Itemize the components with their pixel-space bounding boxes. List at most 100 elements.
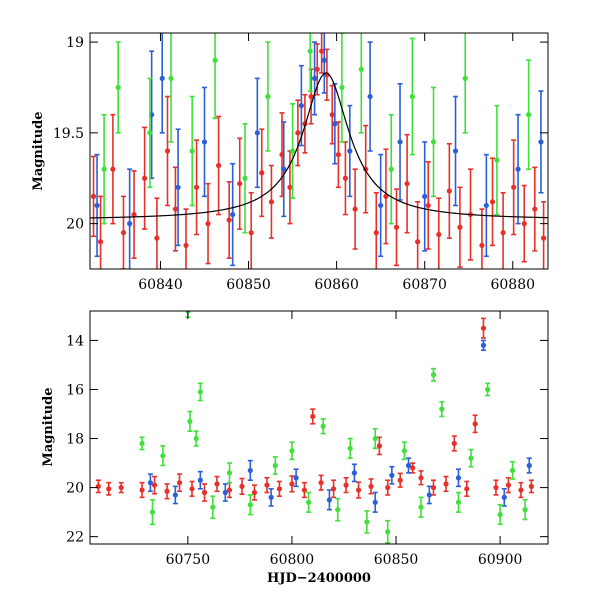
marker (295, 130, 301, 136)
top-data-point (242, 122, 248, 234)
marker (168, 75, 174, 81)
top-data-point (94, 153, 100, 258)
top-series-1 (94, 33, 544, 269)
marker (287, 184, 293, 190)
marker (310, 413, 316, 420)
top-y-tick-label: 19.5 (53, 126, 84, 142)
bottom-data-point (160, 445, 166, 467)
top-x-tick-label: 60880 (490, 277, 535, 293)
marker (215, 162, 222, 169)
top-data-point (335, 121, 341, 189)
top-data-point (127, 168, 133, 269)
top-data-point (172, 166, 179, 252)
top-data-point (215, 115, 222, 216)
marker (538, 139, 544, 145)
top-y-tick-label: 20 (66, 217, 84, 233)
marker (404, 181, 410, 187)
marker (511, 184, 517, 190)
bottom-data-point (405, 457, 412, 474)
marker (187, 418, 193, 424)
marker (422, 193, 428, 199)
marker (172, 492, 178, 498)
bottom-data-point (518, 481, 524, 499)
marker (425, 202, 431, 209)
top-data-point (373, 191, 379, 269)
bottom-data-point (118, 481, 124, 494)
bottom-data-point (193, 430, 199, 447)
bottom-data-point (210, 495, 216, 520)
bottom-y-tick-label: 18 (66, 432, 84, 448)
top-data-point (538, 90, 544, 194)
marker (326, 497, 333, 503)
marker (332, 121, 338, 127)
marker (373, 230, 379, 236)
marker (314, 66, 320, 72)
bottom-data-point (347, 437, 353, 459)
top-data-point (205, 182, 211, 265)
bottom-plot-area (95, 311, 534, 544)
marker (147, 130, 153, 136)
marker (372, 435, 378, 442)
marker (237, 181, 243, 187)
marker (147, 480, 153, 486)
top-data-point (332, 83, 338, 165)
marker (364, 519, 370, 525)
bottom-data-point (389, 465, 395, 485)
marker (339, 84, 345, 91)
bottom-data-point (289, 441, 295, 461)
marker (540, 235, 547, 241)
top-data-point (329, 84, 335, 145)
marker (97, 239, 104, 245)
top-data-point (430, 86, 437, 198)
marker (443, 481, 449, 487)
marker (247, 502, 253, 508)
top-axes: 60840 60850 60860 60870 60880 19 19.5 20 (53, 33, 548, 293)
bottom-data-point (289, 475, 295, 493)
marker (500, 230, 506, 236)
marker (226, 487, 233, 493)
top-data-point (352, 168, 358, 250)
top-data-point (307, 33, 313, 92)
marker (385, 529, 391, 535)
marker (376, 443, 382, 449)
marker (289, 448, 295, 454)
marker (464, 486, 470, 492)
top-data-point (415, 201, 421, 269)
top-data-point (383, 148, 389, 245)
bottom-data-point (301, 481, 308, 499)
top-data-point (363, 124, 369, 214)
top-data-point (347, 104, 353, 198)
marker (532, 206, 538, 212)
marker (281, 166, 287, 172)
marker (226, 470, 233, 476)
bottom-y-tick-label: 20 (66, 481, 84, 497)
bottom-axes: 60750 60800 60850 60900 14 16 18 20 22 (66, 311, 548, 568)
marker (197, 389, 203, 395)
top-data-point (281, 121, 287, 218)
bottom-data-point (151, 475, 158, 495)
bottom-data-point (251, 484, 258, 501)
marker (342, 175, 349, 181)
top-data-point (265, 41, 271, 152)
marker (480, 342, 487, 348)
marker (160, 453, 166, 459)
marker (276, 486, 283, 492)
marker (410, 465, 416, 471)
marker (298, 103, 304, 109)
bottom-data-point (272, 456, 278, 475)
top-data-point (302, 93, 308, 154)
marker (455, 475, 462, 481)
top-data-point (540, 201, 547, 269)
model-curve (90, 72, 548, 219)
bottom-data-point (418, 496, 424, 518)
marker (197, 477, 203, 483)
bottom-data-point (197, 470, 203, 490)
top-panel: 60840 60850 60860 60870 60880 19 19.5 20 Magnit… (31, 32, 549, 293)
top-data-point (452, 95, 459, 207)
top-data-point (147, 77, 153, 189)
marker (320, 423, 326, 429)
marker (164, 488, 170, 494)
bottom-data-point (468, 448, 474, 468)
bottom-data-point (293, 468, 299, 488)
marker (497, 511, 503, 518)
